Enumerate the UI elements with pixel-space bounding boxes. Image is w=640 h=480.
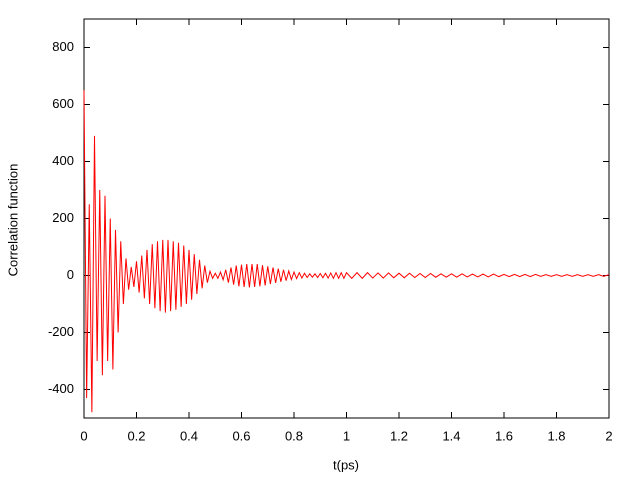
x-tick-label: 1.2 [390, 428, 408, 443]
y-tick-label: -400 [48, 381, 74, 396]
y-tick-label: 600 [52, 96, 74, 111]
x-tick-label: 0 [80, 428, 87, 443]
x-axis-label: t(ps) [333, 457, 359, 472]
x-tick-label: 0.6 [232, 428, 250, 443]
x-tick-label: 1.4 [442, 428, 460, 443]
x-tick-label: 0.4 [180, 428, 198, 443]
x-tick-label: 0.8 [285, 428, 303, 443]
data-line [83, 90, 610, 413]
plot-frame [83, 18, 610, 419]
y-tick-label: -200 [48, 324, 74, 339]
x-tick-label: 1.6 [495, 428, 513, 443]
y-tick-label: 800 [52, 39, 74, 54]
y-tick-label: 0 [67, 267, 74, 282]
x-tick-label: 2 [605, 428, 612, 443]
y-axis-label: Correlation function [5, 164, 20, 277]
x-tick-label: 1 [343, 428, 350, 443]
x-tick-label: 0.2 [127, 428, 145, 443]
x-tick-label: 1.8 [547, 428, 565, 443]
y-tick-label: 200 [52, 210, 74, 225]
y-tick-label: 400 [52, 153, 74, 168]
